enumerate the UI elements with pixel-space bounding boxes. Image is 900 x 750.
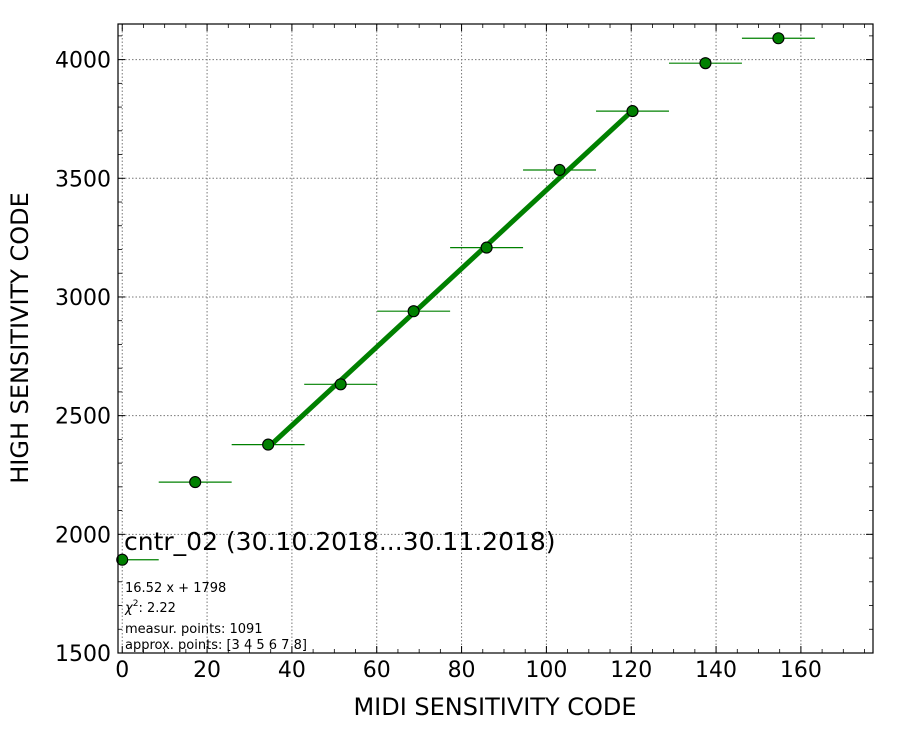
x-tick-label: 160 [780,658,822,683]
major-ticks [118,24,873,654]
plot-background [118,24,873,653]
fit-line [266,108,635,450]
data-point [116,553,129,566]
x-axis-label: MIDI SENSITIVITY CODE [353,693,636,721]
y-tick-label: 1500 [55,642,111,667]
approx-points-annotation: approx. points: [3 4 5 6 7 8] [125,638,307,653]
x-tick-label: 80 [448,658,476,683]
data-point [480,241,493,254]
data-point [334,378,347,391]
data-point [553,163,566,177]
y-tick-label: 3000 [55,286,111,311]
measur-points-annotation: measur. points: 1091 [125,622,263,637]
y-tick-labels: 1500 2000 2500 3000 3500 4000 [55,49,111,667]
data-point [407,305,420,318]
data-point [699,57,712,70]
chart-title: cntr_02 (30.10.2018...30.11.2018) [124,527,556,556]
y-axis-label: HIGH SENSITIVITY CODE [6,192,34,484]
x-tick-labels: 0 20 40 60 80 100 120 140 160 [115,658,822,683]
y-tick-label: 2500 [55,405,111,430]
chi2-exponent: 2 [133,599,139,609]
y-tick-label: 2000 [55,523,111,548]
chi2-symbol: χ [124,601,134,616]
y-tick-label: 3500 [55,167,111,192]
data-points [116,32,785,566]
data-point [626,105,639,118]
y-tick-label: 4000 [55,49,111,74]
plot-frame [117,23,874,654]
chi2-annotation: χ2: 2.22 [124,599,176,616]
x-tick-label: 0 [115,658,129,683]
data-point [772,32,785,45]
x-tick-label: 140 [695,658,737,683]
x-tick-label: 100 [525,658,567,683]
x-tick-label: 40 [278,658,306,683]
fit-equation: 16.52 x + 1798 [125,581,226,596]
data-point [189,476,202,489]
data-point [262,438,275,451]
x-tick-label: 120 [610,658,652,683]
chi2-value: : 2.22 [138,601,175,616]
x-tick-label: 60 [363,658,391,683]
x-tick-label: 20 [193,658,221,683]
